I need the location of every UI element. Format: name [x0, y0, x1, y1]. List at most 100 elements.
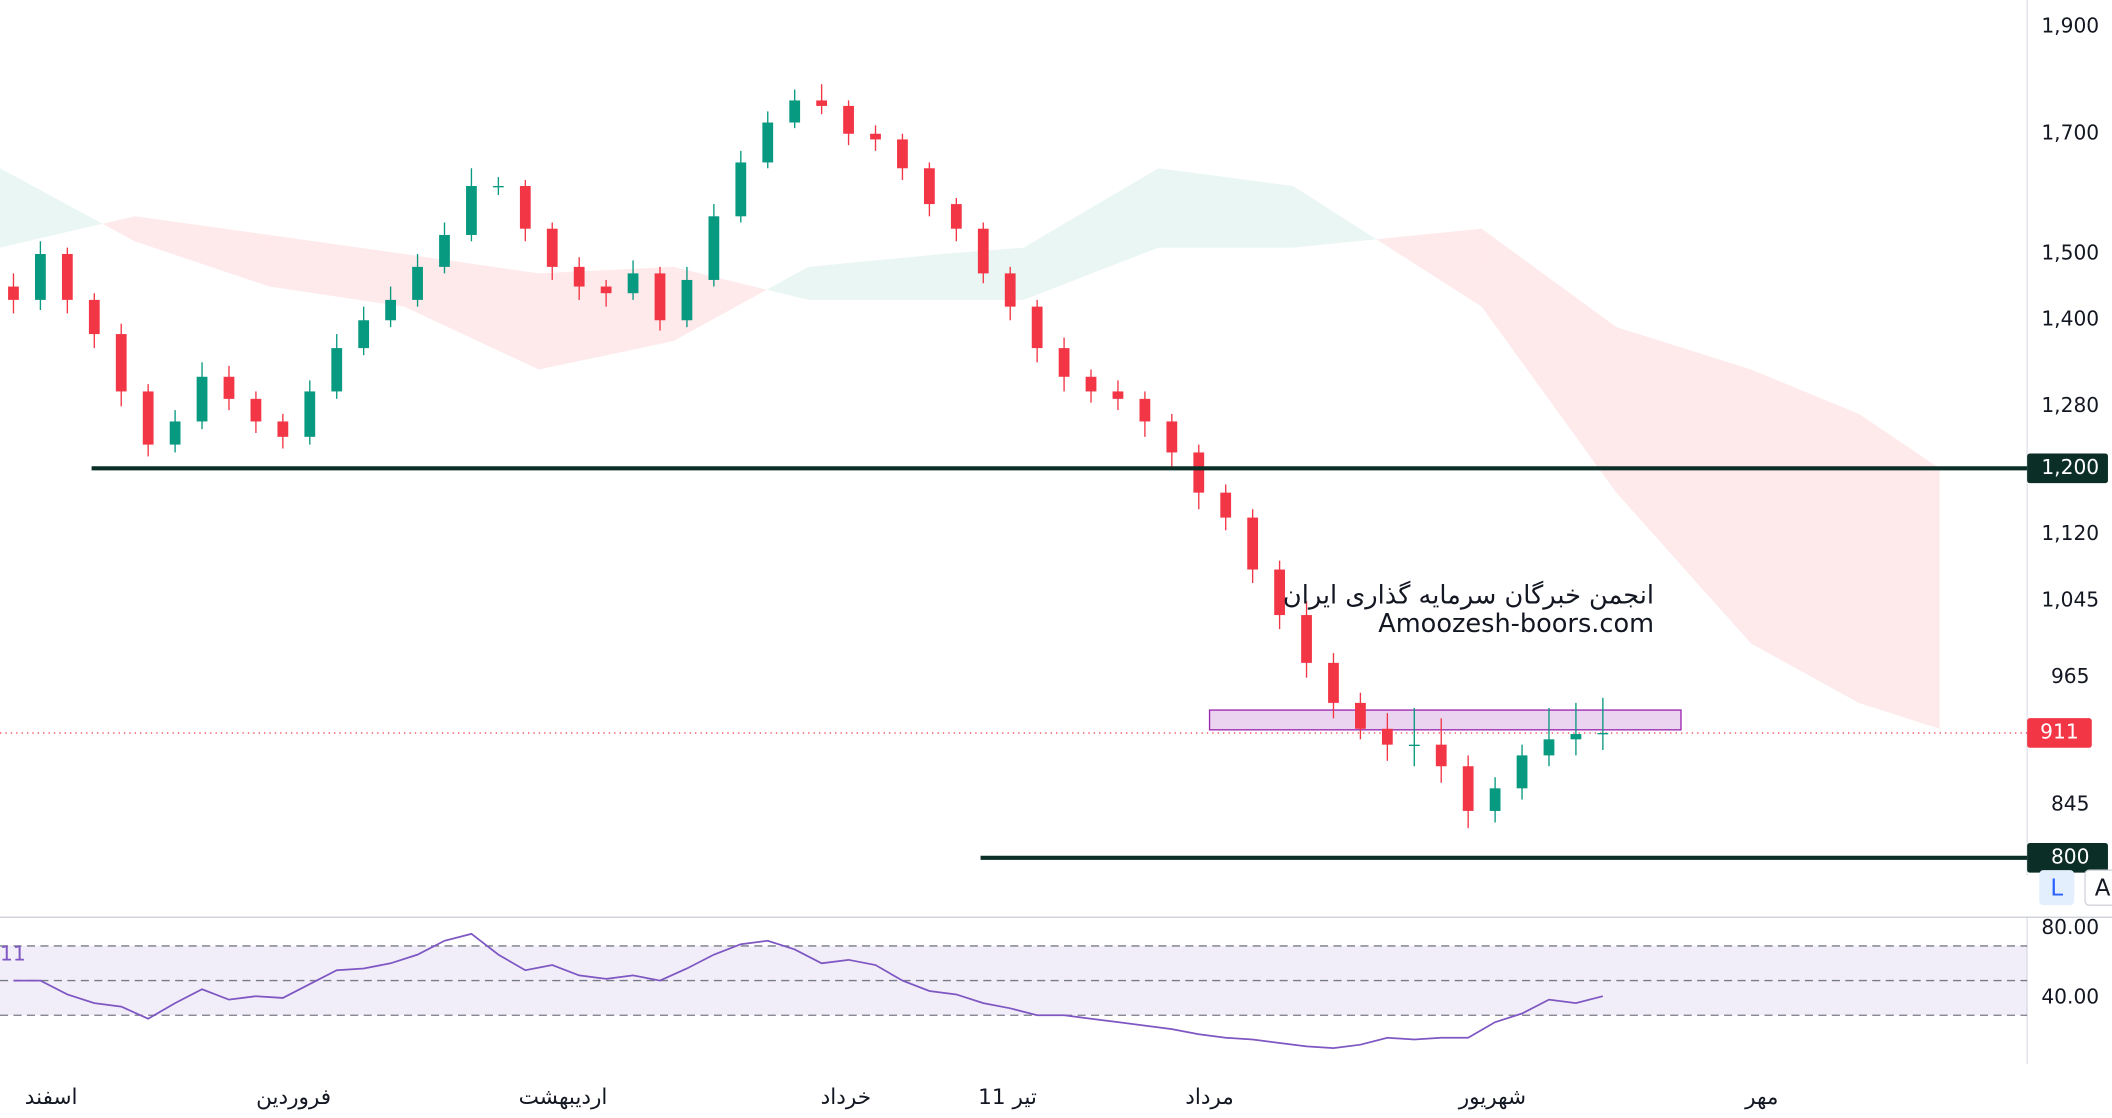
cloud — [1858, 413, 1940, 729]
candle-body — [1220, 492, 1232, 518]
candle-body — [61, 253, 73, 300]
y-tick-label: 1,045 — [2041, 588, 2099, 612]
candle-body — [358, 320, 370, 349]
candle-body — [654, 273, 666, 321]
pane-gap — [0, 875, 2112, 916]
layers: 1,900 1,700 1,500 1,400 1,280 1,120 1,045 965 84… — [0, 13, 2112, 1110]
watermark: Amoozesh-boors.com — [1378, 609, 1654, 639]
candle-body — [600, 286, 612, 294]
rsi-label: 11 — [0, 942, 26, 966]
cloud — [1023, 168, 1159, 300]
x-tick-label: شهریور — [1458, 1085, 1526, 1110]
candle-body — [385, 299, 396, 321]
last-price-box — [2027, 718, 2092, 748]
watermark: انجمن خبرگان سرمایه گذاری ایران — [1283, 581, 1654, 611]
candle-body — [1408, 744, 1420, 747]
candle-body — [789, 100, 801, 123]
hline-label: 1,200 — [2041, 455, 2099, 479]
candle-body — [924, 168, 935, 205]
y-tick-label: 845 — [2051, 792, 2090, 816]
last-price-label: 911 — [2040, 719, 2079, 743]
y-tick-label: 1,700 — [2041, 120, 2099, 144]
y-tick-label: 1,280 — [2041, 393, 2099, 417]
cloud — [404, 253, 539, 370]
candle-body — [1381, 728, 1393, 745]
candle-body — [196, 376, 208, 422]
y-tick-label: 1,500 — [2041, 240, 2099, 264]
cloud — [673, 266, 767, 342]
candle-body — [1058, 348, 1070, 377]
cloud — [1751, 369, 1859, 703]
x-tick-label: اسفند — [25, 1085, 78, 1110]
candle-body — [1435, 744, 1447, 767]
candle-body — [1543, 739, 1555, 756]
x-tick-label: مرداد — [1185, 1085, 1234, 1110]
candle-body — [1328, 662, 1339, 703]
scale-button-label[interactable]: L — [2050, 876, 2063, 902]
x-tick-label: مهر — [1744, 1085, 1778, 1110]
candle-body — [1166, 421, 1178, 453]
candle-body — [331, 348, 343, 392]
candle-body — [816, 100, 828, 106]
y-tick-label: 1,400 — [2041, 307, 2099, 331]
candle-body — [8, 286, 19, 300]
cloud — [1293, 186, 1377, 248]
y-tick-label: 1,120 — [2041, 521, 2099, 545]
candle-body — [1274, 569, 1285, 616]
candle-body — [546, 228, 558, 267]
candle-body — [1570, 734, 1582, 740]
candle-body — [277, 421, 289, 437]
candle-body — [223, 376, 235, 399]
candle-body — [412, 266, 423, 300]
y-tick-label: 1,900 — [2041, 13, 2099, 37]
zone — [1208, 709, 1682, 731]
rsi-tick-label: 40.00 — [2041, 984, 2099, 1008]
candle-body — [1085, 376, 1097, 392]
candle-body — [1355, 702, 1366, 729]
rsi-tick-label: 80.00 — [2041, 915, 2099, 939]
candle-body — [115, 334, 127, 392]
candle-body — [169, 421, 181, 445]
candle-body — [304, 391, 316, 437]
cloud — [134, 216, 270, 287]
cloud — [1481, 228, 1617, 493]
candle-body — [735, 162, 747, 217]
scale-button-label[interactable]: A — [2095, 876, 2111, 902]
x-tick-label: اردیبهشت — [519, 1085, 608, 1110]
candle-body — [1139, 398, 1151, 422]
x-tick-label: 11 تیر — [978, 1085, 1037, 1110]
candle-body — [843, 105, 854, 134]
candle-body — [950, 204, 962, 229]
candle-body — [1462, 766, 1474, 811]
candle-body — [439, 234, 450, 267]
cloud — [538, 266, 674, 370]
candle-body — [627, 273, 639, 294]
candle-body — [977, 228, 989, 274]
candle-body — [708, 216, 720, 280]
hline-label-box — [2027, 842, 2108, 873]
candle-body — [870, 133, 881, 140]
scale-button[interactable] — [2039, 870, 2075, 906]
candle-body — [1112, 391, 1124, 399]
candle-body — [466, 186, 477, 235]
candle-body — [250, 398, 262, 422]
candle-body — [681, 279, 693, 321]
rsi-line — [13, 932, 1604, 1050]
y-tick-label: 965 — [2051, 664, 2090, 688]
scale-button[interactable] — [2084, 869, 2112, 906]
candle-body — [1193, 452, 1205, 493]
candle-body — [519, 186, 531, 229]
candle-body — [1247, 517, 1259, 570]
x-tick-label: خرداد — [821, 1085, 871, 1110]
candle-body — [573, 266, 585, 287]
candle-body — [1301, 615, 1312, 663]
candle-body — [1597, 732, 1609, 735]
candle-body — [1004, 273, 1016, 307]
candle-body — [1031, 306, 1043, 349]
hline-label: 800 — [2051, 844, 2090, 868]
candle-body — [762, 122, 774, 163]
candle-body — [1489, 788, 1501, 811]
candle-body — [35, 253, 46, 300]
x-tick-label: فروردین — [256, 1085, 331, 1110]
